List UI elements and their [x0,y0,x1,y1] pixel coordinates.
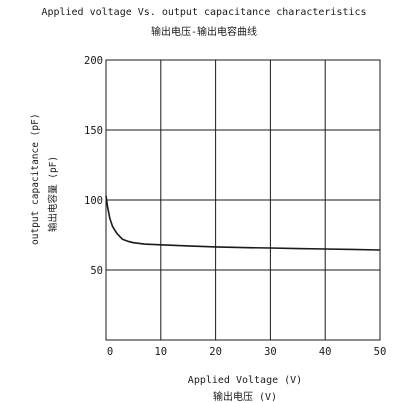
y-axis-label: output capacitance (pF) [30,113,41,245]
x-tick-label: 50 [374,346,387,358]
x-tick-label: 20 [209,346,222,358]
x-axis-label: Applied Voltage (V) [187,375,303,386]
tick-labels: 0 10 20 30 40 50 50 100 150 200 [84,55,386,358]
x-tick-label: 30 [264,346,277,358]
y-tick-label: 50 [90,265,103,277]
chart-subtitle: 输出电压-输出电容曲线 [150,27,258,38]
x-tick-label: 0 [107,346,113,358]
grid [105,59,381,341]
chart-title: Applied voltage Vs. output capacitance c… [41,7,367,18]
y-axis-label-sub: 输出电容量 (pF) [48,155,59,232]
y-tick-label: 150 [84,125,103,137]
x-tick-label: 40 [319,346,332,358]
y-tick-label: 100 [84,195,103,207]
x-axis-label-sub: 输出电压 (V) [212,392,278,403]
series [105,195,381,251]
x-tick-label: 10 [154,346,167,358]
series-line [105,195,381,251]
y-tick-label: 200 [84,55,103,67]
